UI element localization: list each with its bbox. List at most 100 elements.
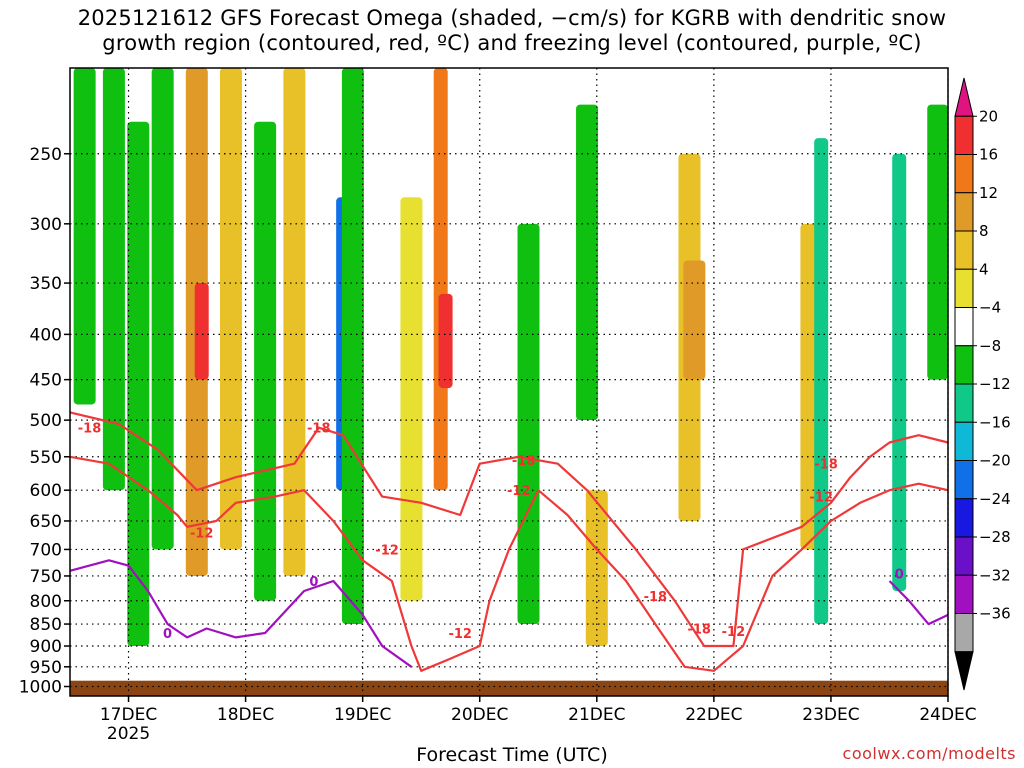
y-tick-label: 450 bbox=[30, 371, 62, 391]
y-tick-label: 500 bbox=[30, 411, 62, 431]
colorbar-swatch bbox=[954, 421, 974, 461]
colorbar-label: 12 bbox=[979, 184, 998, 202]
contour-label: 0 bbox=[309, 575, 318, 590]
omega-band bbox=[73, 68, 96, 405]
colorbar-cap-top bbox=[954, 77, 974, 117]
chart-title-line2: growth region (contoured, red, ºC) and f… bbox=[102, 31, 922, 55]
colorbar-label: −8 bbox=[979, 337, 1001, 355]
contour-label: -12 bbox=[722, 625, 746, 640]
x-tick-label: 18DEC bbox=[217, 705, 274, 725]
y-tick-label: 250 bbox=[30, 145, 62, 165]
colorbar-swatch bbox=[954, 154, 974, 194]
y-tick-label: 300 bbox=[30, 215, 62, 235]
plot-border bbox=[69, 67, 949, 697]
contour-label: -18 bbox=[78, 422, 102, 437]
colorbar-swatch bbox=[954, 574, 974, 614]
omega-band bbox=[517, 223, 540, 625]
contour-label: -18 bbox=[307, 422, 331, 437]
colorbar-label: −32 bbox=[979, 566, 1011, 584]
colorbar-swatch bbox=[954, 498, 974, 538]
omega-band bbox=[102, 68, 125, 491]
omega-band bbox=[683, 260, 706, 380]
y-tick-label: 1000 bbox=[19, 678, 62, 698]
y-tick-label: 850 bbox=[30, 615, 62, 635]
y-tick-label: 800 bbox=[30, 592, 62, 612]
colorbar-swatch bbox=[954, 230, 974, 270]
omega-band bbox=[576, 104, 599, 421]
omega-band bbox=[151, 68, 174, 550]
colorbar: 20 16 12 8 4 −4 −8 −12 −16 −20 −24 −28 −32 −36 bbox=[954, 77, 1011, 691]
contour-label: -12 bbox=[448, 627, 472, 642]
colorbar-label: −4 bbox=[979, 299, 1001, 317]
colorbar-swatch bbox=[954, 460, 974, 500]
contour-label: -12 bbox=[507, 484, 531, 499]
y-tick-label: 650 bbox=[30, 512, 62, 532]
dgz-contour--18 bbox=[69, 411, 949, 648]
colorbar-swatch bbox=[954, 307, 974, 347]
y-tick-label: 400 bbox=[30, 325, 62, 345]
x-tick-label: 24DEC bbox=[919, 705, 976, 725]
omega-band bbox=[585, 490, 608, 647]
colorbar-label: −16 bbox=[979, 413, 1011, 431]
omega-band bbox=[927, 104, 948, 380]
x-tick-label: 17DEC bbox=[100, 705, 157, 725]
contour-lines bbox=[69, 411, 949, 672]
y-tick-label: 700 bbox=[30, 540, 62, 560]
colorbar-label: 8 bbox=[979, 222, 989, 240]
y-tick-label: 600 bbox=[30, 481, 62, 501]
chart-title: 2025121612 GFS Forecast Omega (shaded, −… bbox=[0, 6, 1024, 56]
terrain-fill bbox=[70, 680, 948, 696]
x-tick-label: 20DEC bbox=[451, 705, 508, 725]
x-tick-label: 22DEC bbox=[685, 705, 742, 725]
y-axis: 2503003504004505005506006507007508008509… bbox=[19, 145, 70, 698]
contour-labels: -18 -12 -18 -12 -18 -12 -12 -18 -18 -12 -18 -12 0 0 0 bbox=[78, 422, 904, 642]
colorbar-label: −36 bbox=[979, 605, 1011, 623]
dgz-contour--12 bbox=[69, 455, 949, 672]
x-tick-label: 21DEC bbox=[568, 705, 625, 725]
colorbar-label: −20 bbox=[979, 452, 1011, 470]
contour-label: -12 bbox=[809, 491, 833, 506]
omega-band bbox=[400, 197, 423, 601]
colorbar-label: 20 bbox=[979, 107, 998, 125]
omega-band bbox=[892, 153, 907, 592]
colorbar-swatch bbox=[954, 192, 974, 232]
contour-label: -12 bbox=[190, 527, 214, 542]
colorbar-swatch bbox=[954, 268, 974, 308]
terrain-mask bbox=[70, 680, 948, 696]
contour-label: -18 bbox=[687, 623, 711, 638]
contour-label: -12 bbox=[375, 543, 399, 558]
contour-label: 0 bbox=[163, 627, 172, 642]
freezing-level-contour bbox=[69, 559, 413, 668]
contour-label: -18 bbox=[512, 454, 536, 469]
omega-band bbox=[814, 138, 829, 625]
chart-title-line1: 2025121612 GFS Forecast Omega (shaded, −… bbox=[77, 6, 947, 30]
freezing-level-contour bbox=[888, 580, 949, 626]
colorbar-swatch bbox=[954, 345, 974, 385]
omega-band bbox=[194, 283, 209, 380]
plot-frame bbox=[69, 67, 949, 697]
colorbar-swatch bbox=[954, 115, 974, 155]
omega-band bbox=[438, 293, 453, 389]
y-tick-label: 750 bbox=[30, 567, 62, 587]
omega-band bbox=[433, 68, 448, 491]
colorbar-swatch bbox=[954, 383, 974, 423]
colorbar-label: −24 bbox=[979, 490, 1011, 508]
omega-band bbox=[219, 68, 242, 550]
contour-label: -18 bbox=[814, 458, 838, 473]
colorbar-label: 4 bbox=[979, 260, 989, 278]
colorbar-label: 16 bbox=[979, 146, 998, 164]
contour-label: 0 bbox=[895, 567, 904, 582]
site-credit: coolwx.com/modelts bbox=[842, 744, 1016, 763]
x-tick-label: 19DEC bbox=[334, 705, 391, 725]
y-tick-label: 900 bbox=[30, 637, 62, 657]
colorbar-label: −12 bbox=[979, 375, 1011, 393]
y-tick-label: 950 bbox=[30, 658, 62, 678]
colorbar-swatch bbox=[954, 613, 974, 653]
contour-label: -18 bbox=[644, 590, 668, 605]
x-axis-label: Forecast Time (UTC) bbox=[416, 744, 608, 766]
omega-band bbox=[341, 68, 364, 625]
colorbar-cap-bottom bbox=[954, 651, 974, 691]
omega-band bbox=[127, 121, 150, 647]
x-tick-sublabel: 2025 bbox=[107, 724, 150, 744]
